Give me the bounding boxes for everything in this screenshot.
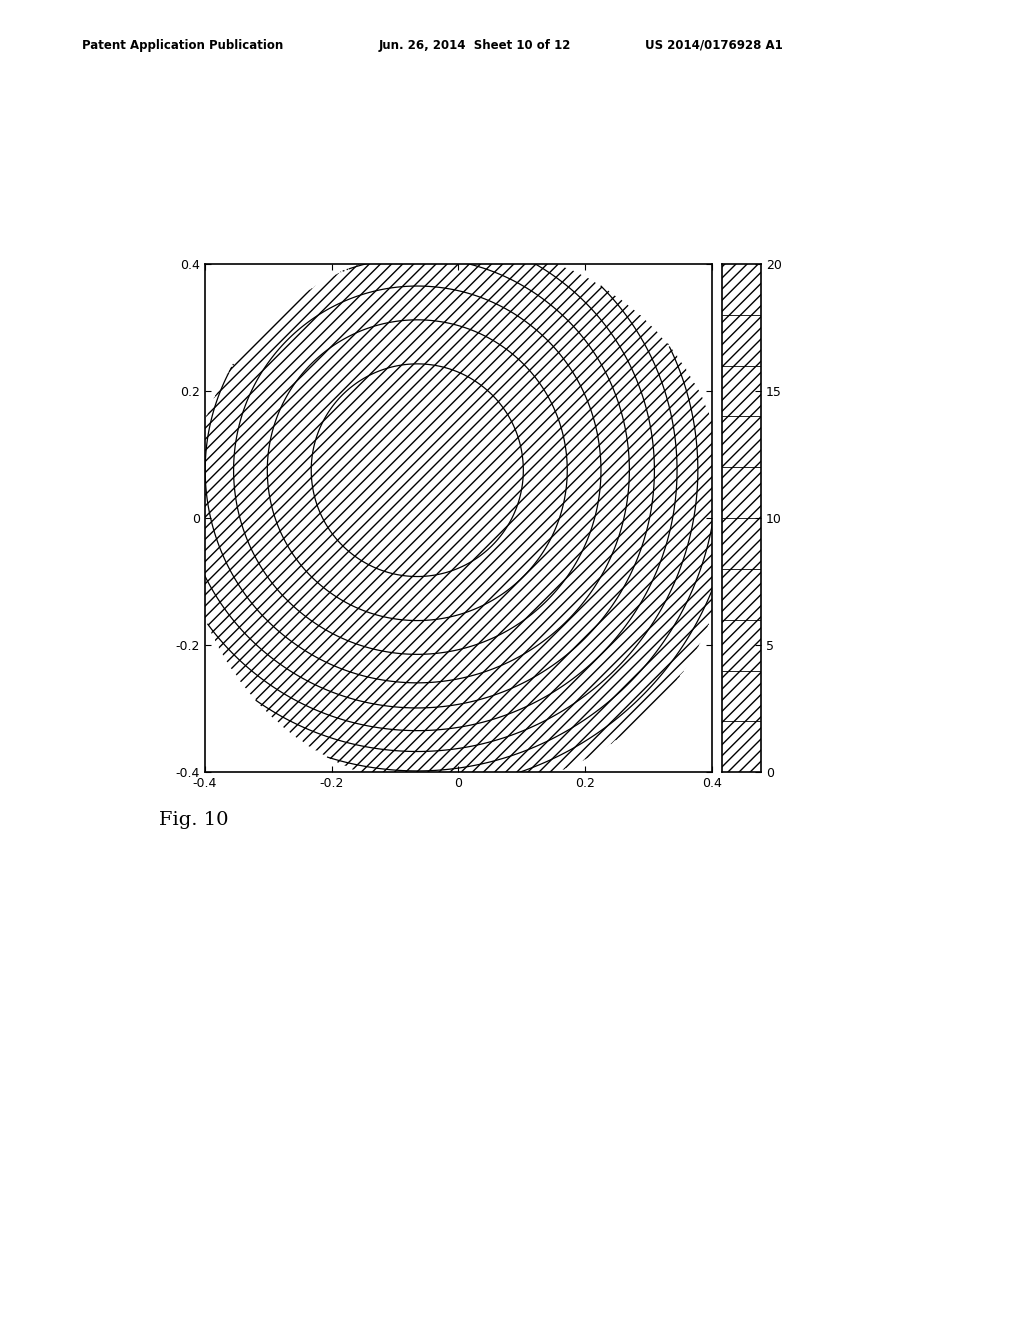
- Point: [451, 508, 467, 529]
- Text: Patent Application Publication: Patent Application Publication: [82, 38, 284, 51]
- Point: [714, 762, 730, 783]
- Point: [714, 762, 730, 783]
- Point: [451, 508, 467, 529]
- Point: [451, 508, 467, 529]
- Point: [451, 508, 467, 529]
- Point: [714, 762, 730, 783]
- Point: [451, 508, 467, 529]
- Text: US 2014/0176928 A1: US 2014/0176928 A1: [645, 38, 783, 51]
- Point: [714, 762, 730, 783]
- Point: [714, 762, 730, 783]
- Point: [714, 762, 730, 783]
- Point: [451, 508, 467, 529]
- Point: [451, 508, 467, 529]
- Point: [714, 762, 730, 783]
- Point: [714, 762, 730, 783]
- Point: [451, 508, 467, 529]
- Point: [451, 508, 467, 529]
- Point: [714, 762, 730, 783]
- Text: Fig. 10: Fig. 10: [159, 810, 228, 829]
- Text: Jun. 26, 2014  Sheet 10 of 12: Jun. 26, 2014 Sheet 10 of 12: [379, 38, 571, 51]
- Point: [714, 762, 730, 783]
- Point: [451, 508, 467, 529]
